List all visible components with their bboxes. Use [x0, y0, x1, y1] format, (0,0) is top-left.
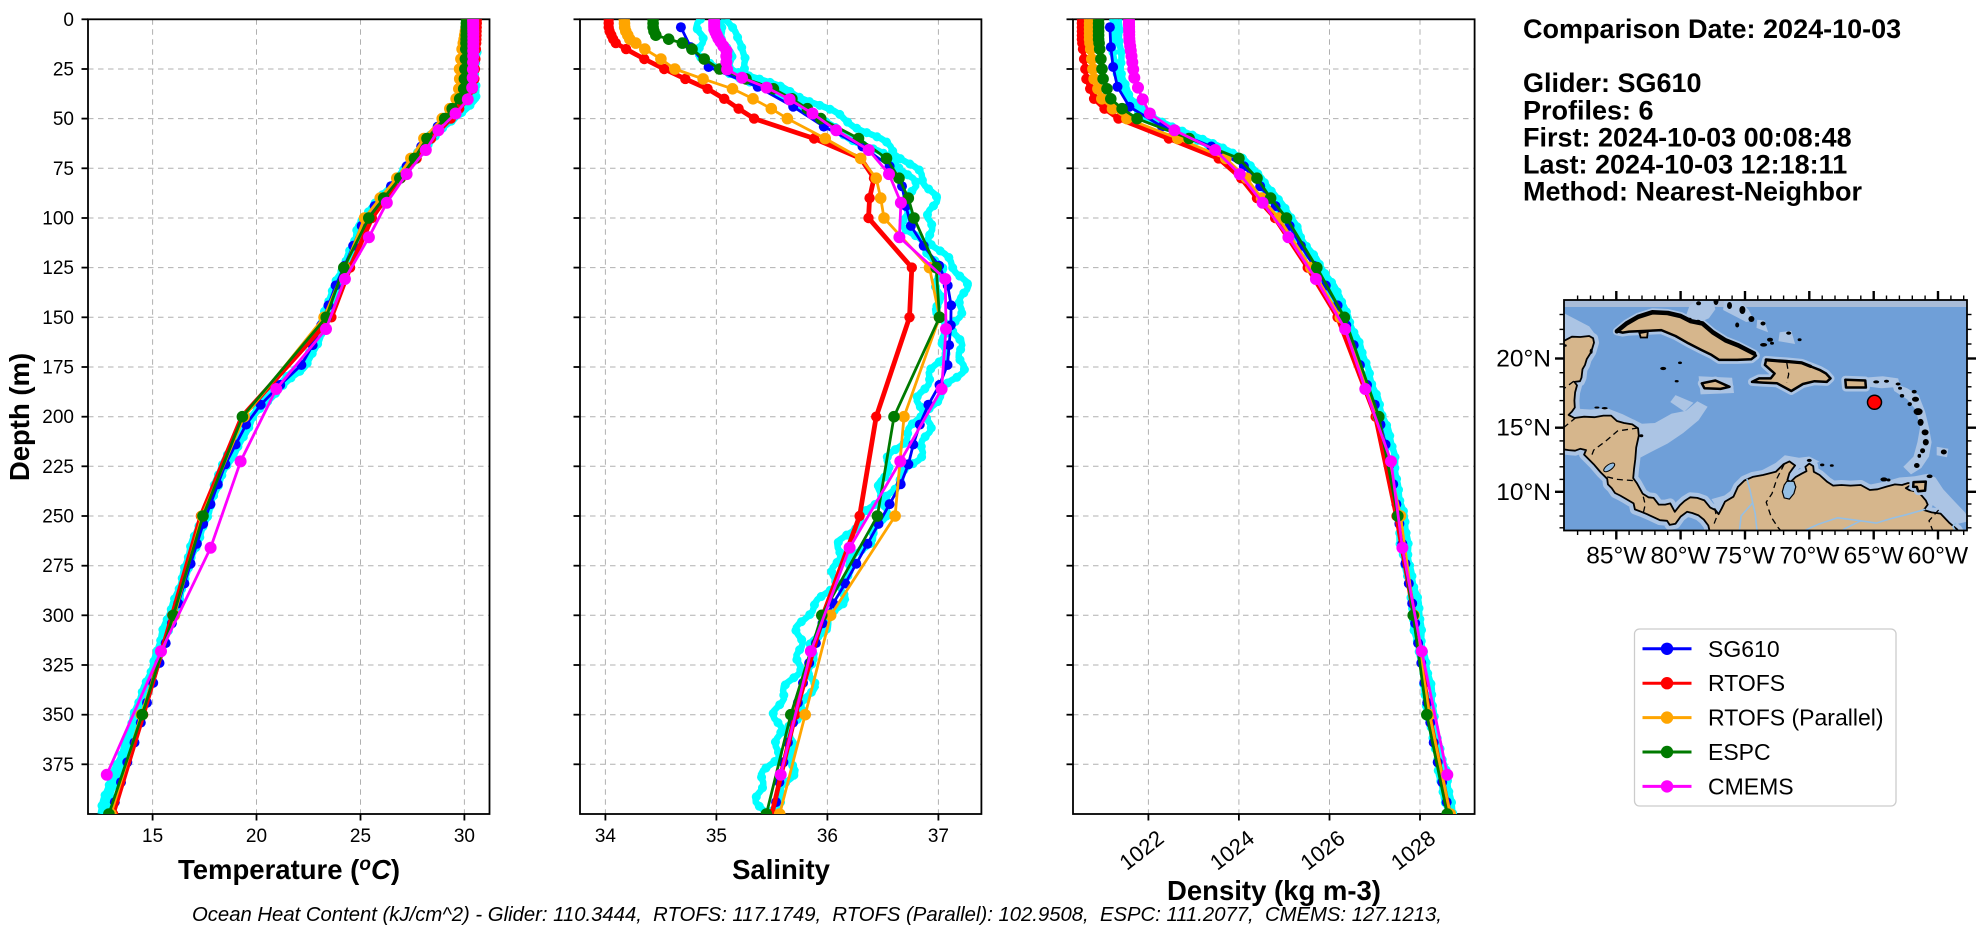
svg-text:50: 50: [53, 109, 74, 130]
svg-text:10°N: 10°N: [1496, 479, 1551, 506]
svg-text:ESPC: ESPC: [1708, 739, 1771, 765]
svg-text:75: 75: [53, 159, 74, 180]
svg-text:60°W: 60°W: [1908, 543, 1969, 570]
svg-text:RTOFS: RTOFS: [1708, 670, 1785, 696]
svg-text:375: 375: [42, 755, 74, 776]
svg-text:Density (kg m-3): Density (kg m-3): [1167, 875, 1381, 906]
svg-text:15: 15: [142, 826, 163, 847]
svg-text:Profiles: 6: Profiles: 6: [1523, 95, 1654, 125]
svg-text:Last: 2024-10-03 12:18:11: Last: 2024-10-03 12:18:11: [1523, 150, 1847, 180]
svg-text:SG610: SG610: [1708, 636, 1780, 662]
svg-text:175: 175: [42, 358, 74, 379]
svg-text:25: 25: [350, 826, 371, 847]
svg-text:36: 36: [817, 826, 838, 847]
svg-text:35: 35: [706, 826, 727, 847]
svg-text:200: 200: [42, 407, 74, 428]
svg-text:25: 25: [53, 60, 74, 81]
svg-text:15°N: 15°N: [1496, 415, 1551, 442]
svg-text:34: 34: [595, 826, 617, 847]
svg-text:Ocean Heat Content (kJ/cm^2) -: Ocean Heat Content (kJ/cm^2) - Glider: 1…: [192, 904, 1442, 926]
svg-text:30: 30: [454, 826, 475, 847]
svg-text:20°N: 20°N: [1496, 346, 1551, 373]
svg-text:Method: Nearest-Neighbor: Method: Nearest-Neighbor: [1523, 177, 1863, 207]
svg-text:First: 2024-10-03 00:08:48: First: 2024-10-03 00:08:48: [1523, 122, 1852, 152]
svg-text:70°W: 70°W: [1779, 543, 1840, 570]
svg-text:Depth (m): Depth (m): [4, 353, 35, 481]
svg-text:80°W: 80°W: [1651, 543, 1712, 570]
svg-text:CMEMS: CMEMS: [1708, 773, 1794, 799]
svg-text:Glider: SG610: Glider: SG610: [1523, 68, 1702, 98]
svg-text:250: 250: [42, 507, 74, 528]
svg-text:325: 325: [42, 656, 74, 677]
svg-text:65°W: 65°W: [1844, 543, 1905, 570]
svg-text:Comparison Date: 2024-10-03: Comparison Date: 2024-10-03: [1523, 14, 1901, 44]
svg-text:RTOFS (Parallel): RTOFS (Parallel): [1708, 705, 1884, 731]
svg-text:125: 125: [42, 258, 74, 279]
svg-text:85°W: 85°W: [1586, 543, 1647, 570]
svg-text:225: 225: [42, 457, 74, 478]
svg-text:100: 100: [42, 209, 74, 230]
svg-text:300: 300: [42, 606, 74, 627]
svg-text:Salinity: Salinity: [732, 854, 831, 885]
svg-text:75°W: 75°W: [1715, 543, 1776, 570]
svg-text:37: 37: [928, 826, 949, 847]
svg-text:0: 0: [63, 10, 74, 31]
svg-text:150: 150: [42, 308, 74, 329]
svg-text:275: 275: [42, 556, 74, 577]
svg-text:350: 350: [42, 705, 74, 726]
svg-text:20: 20: [246, 826, 267, 847]
